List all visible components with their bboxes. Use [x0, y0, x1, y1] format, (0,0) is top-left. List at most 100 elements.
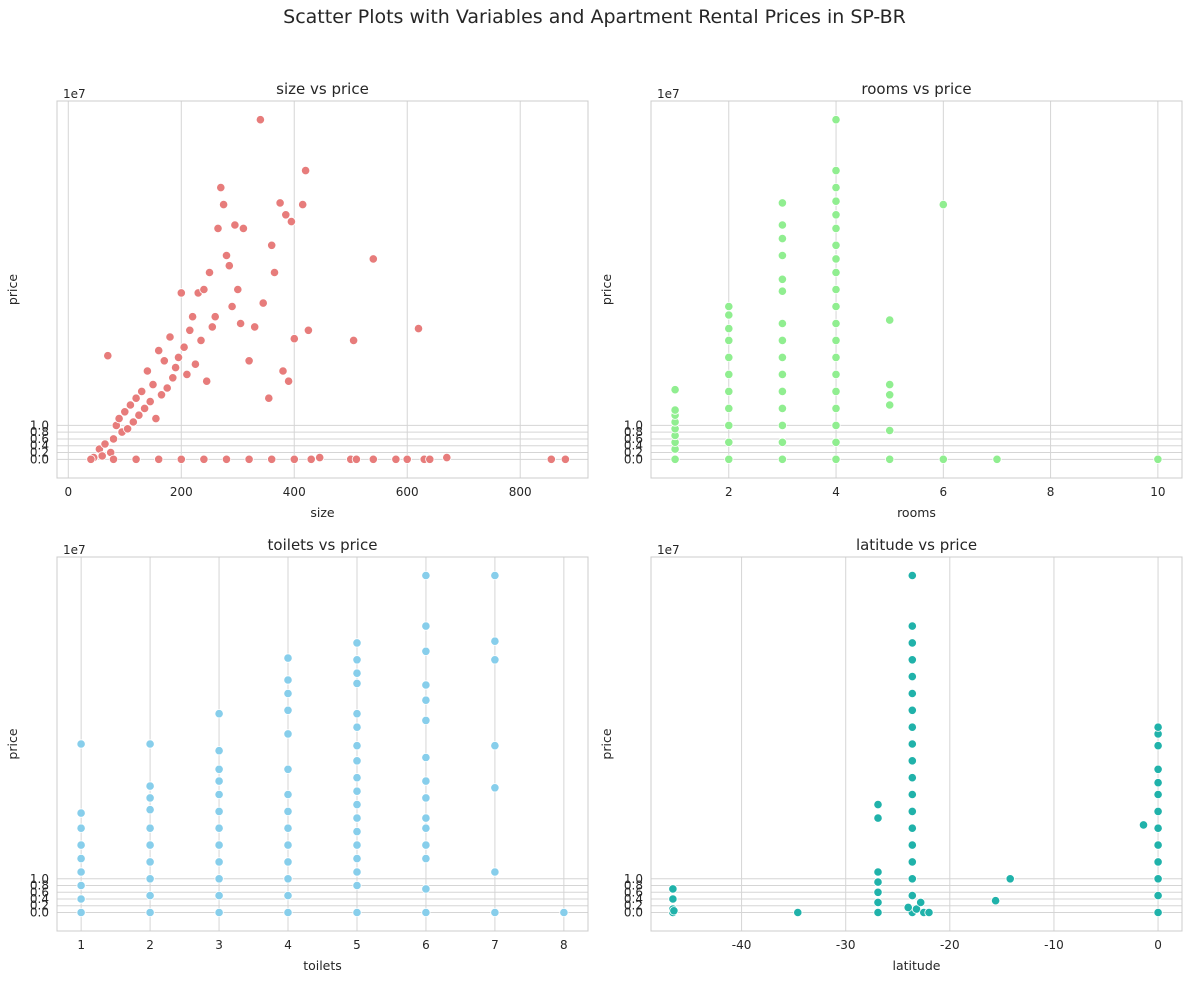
data-point	[145, 874, 155, 884]
y-tick-label: 0.4	[30, 439, 49, 453]
data-point	[352, 853, 362, 864]
data-point	[421, 853, 431, 864]
data-point	[916, 897, 926, 908]
data-point	[352, 709, 362, 719]
data-point	[907, 621, 917, 631]
data-point	[907, 756, 917, 766]
y-tick-label: 0.8	[624, 879, 643, 893]
x-axis-label: size	[310, 505, 335, 520]
data-point	[724, 437, 734, 447]
data-point	[250, 322, 260, 332]
data-point	[873, 907, 883, 918]
data-point	[134, 410, 144, 420]
x-tick-label: 6	[939, 485, 947, 499]
y-tick-label: 1.0	[30, 872, 49, 886]
data-point	[76, 808, 86, 818]
data-point	[219, 200, 229, 210]
data-point	[831, 223, 841, 233]
data-point	[907, 655, 917, 665]
data-point	[402, 454, 412, 464]
data-point	[777, 274, 788, 284]
data-point	[151, 413, 161, 424]
y-tick-label: 0.2	[30, 446, 49, 460]
data-point	[1153, 890, 1163, 901]
data-point	[831, 369, 841, 379]
data-point	[873, 799, 883, 810]
data-point	[1153, 741, 1163, 751]
subplot-2: 0.00.20.40.60.81.0 2 4 6 8 10 rooms vs price ro…	[599, 80, 1183, 520]
data-point	[425, 454, 435, 464]
data-point	[873, 867, 883, 877]
data-point	[421, 570, 431, 581]
data-point	[202, 376, 212, 386]
data-point	[724, 310, 734, 320]
data-point	[559, 907, 569, 918]
data-point	[777, 250, 788, 261]
data-point	[145, 793, 155, 803]
data-point	[1153, 454, 1163, 464]
data-point	[873, 877, 883, 887]
data-point	[907, 823, 917, 833]
data-point	[352, 655, 362, 665]
y-axis-label: price	[599, 728, 614, 759]
data-point	[1153, 823, 1163, 833]
data-point	[391, 454, 401, 464]
data-point	[907, 705, 917, 715]
data-point	[207, 322, 217, 332]
data-point	[907, 840, 917, 850]
data-point	[777, 437, 788, 447]
data-point	[76, 894, 86, 904]
data-point	[352, 678, 362, 689]
y-tick-label: 0.0	[624, 452, 643, 466]
data-point	[221, 454, 232, 464]
x-tick-label: 800	[509, 485, 532, 499]
data-point	[670, 385, 680, 395]
subplot-4: 0.00.20.40.60.81.0 -40 -30 -20 -10 0 latitude …	[599, 536, 1183, 973]
data-point	[275, 198, 285, 208]
data-point	[907, 570, 917, 581]
y-tick-label: 0.6	[624, 432, 643, 446]
data-point	[490, 636, 500, 646]
data-point	[924, 907, 934, 918]
data-point	[125, 400, 135, 410]
data-point	[214, 806, 224, 817]
data-point	[145, 840, 155, 850]
data-point	[283, 729, 293, 739]
data-point	[421, 752, 431, 763]
x-tick-label: 2	[146, 938, 154, 952]
data-point	[238, 223, 248, 233]
data-point	[258, 298, 268, 308]
data-point	[885, 390, 895, 400]
data-point	[76, 880, 86, 891]
y-tick-label: 0.0	[624, 905, 643, 919]
data-point	[233, 284, 243, 295]
x-tick-label: 1	[77, 938, 85, 952]
y-axis-label: price	[5, 728, 20, 759]
data-point	[831, 196, 841, 206]
data-point	[140, 403, 150, 413]
y-tick-label: 0.2	[624, 899, 643, 913]
data-point	[421, 793, 431, 803]
x-tick-label: 2	[725, 485, 733, 499]
data-point	[86, 454, 96, 464]
x-tick-label: 7	[491, 938, 499, 952]
data-point	[281, 210, 291, 220]
data-point	[352, 867, 362, 877]
y-axis-label: price	[5, 274, 20, 305]
data-point	[421, 823, 431, 833]
data-point	[173, 352, 184, 362]
y-axis-label: price	[599, 274, 614, 305]
data-point	[188, 312, 198, 322]
data-point	[214, 709, 224, 719]
data-point	[831, 254, 841, 264]
data-point	[97, 451, 107, 461]
data-point	[352, 799, 362, 810]
data-point	[352, 813, 362, 823]
x-tick-label: 3	[215, 938, 223, 952]
plot-border	[650, 100, 1183, 479]
data-point	[831, 166, 841, 176]
data-point	[831, 210, 841, 220]
data-point	[352, 773, 362, 783]
data-point	[199, 454, 209, 464]
data-point	[670, 405, 680, 415]
